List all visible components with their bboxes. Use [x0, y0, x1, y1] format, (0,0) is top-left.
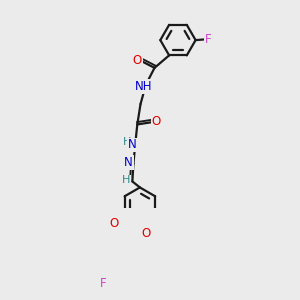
Text: NH: NH [135, 80, 152, 93]
Text: O: O [152, 115, 160, 128]
Text: H: H [123, 137, 131, 147]
Text: O: O [141, 227, 150, 240]
Text: H: H [122, 176, 130, 185]
Text: N: N [124, 156, 133, 169]
Text: F: F [205, 32, 211, 46]
Text: O: O [133, 54, 142, 67]
Text: F: F [100, 277, 106, 290]
Text: O: O [110, 217, 119, 230]
Text: N: N [128, 138, 137, 152]
